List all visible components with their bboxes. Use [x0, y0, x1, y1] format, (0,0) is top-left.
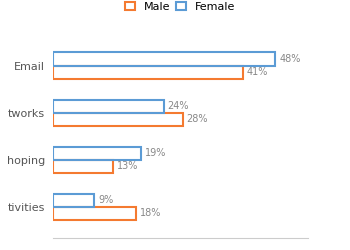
- Bar: [52, 113, 183, 126]
- Text: 24%: 24%: [168, 101, 189, 111]
- Text: 9%: 9%: [98, 195, 113, 205]
- Bar: [52, 194, 94, 207]
- Text: 41%: 41%: [247, 67, 268, 77]
- Text: 19%: 19%: [145, 148, 166, 158]
- Text: 48%: 48%: [279, 54, 301, 64]
- Text: 13%: 13%: [117, 162, 138, 172]
- Bar: [52, 160, 113, 173]
- Legend: Male, Female: Male, Female: [123, 0, 238, 14]
- Bar: [52, 66, 243, 79]
- Bar: [52, 146, 141, 160]
- Bar: [52, 100, 164, 113]
- Bar: [52, 52, 275, 66]
- Text: 18%: 18%: [140, 208, 161, 218]
- Bar: [52, 207, 136, 220]
- Text: 28%: 28%: [186, 114, 208, 124]
